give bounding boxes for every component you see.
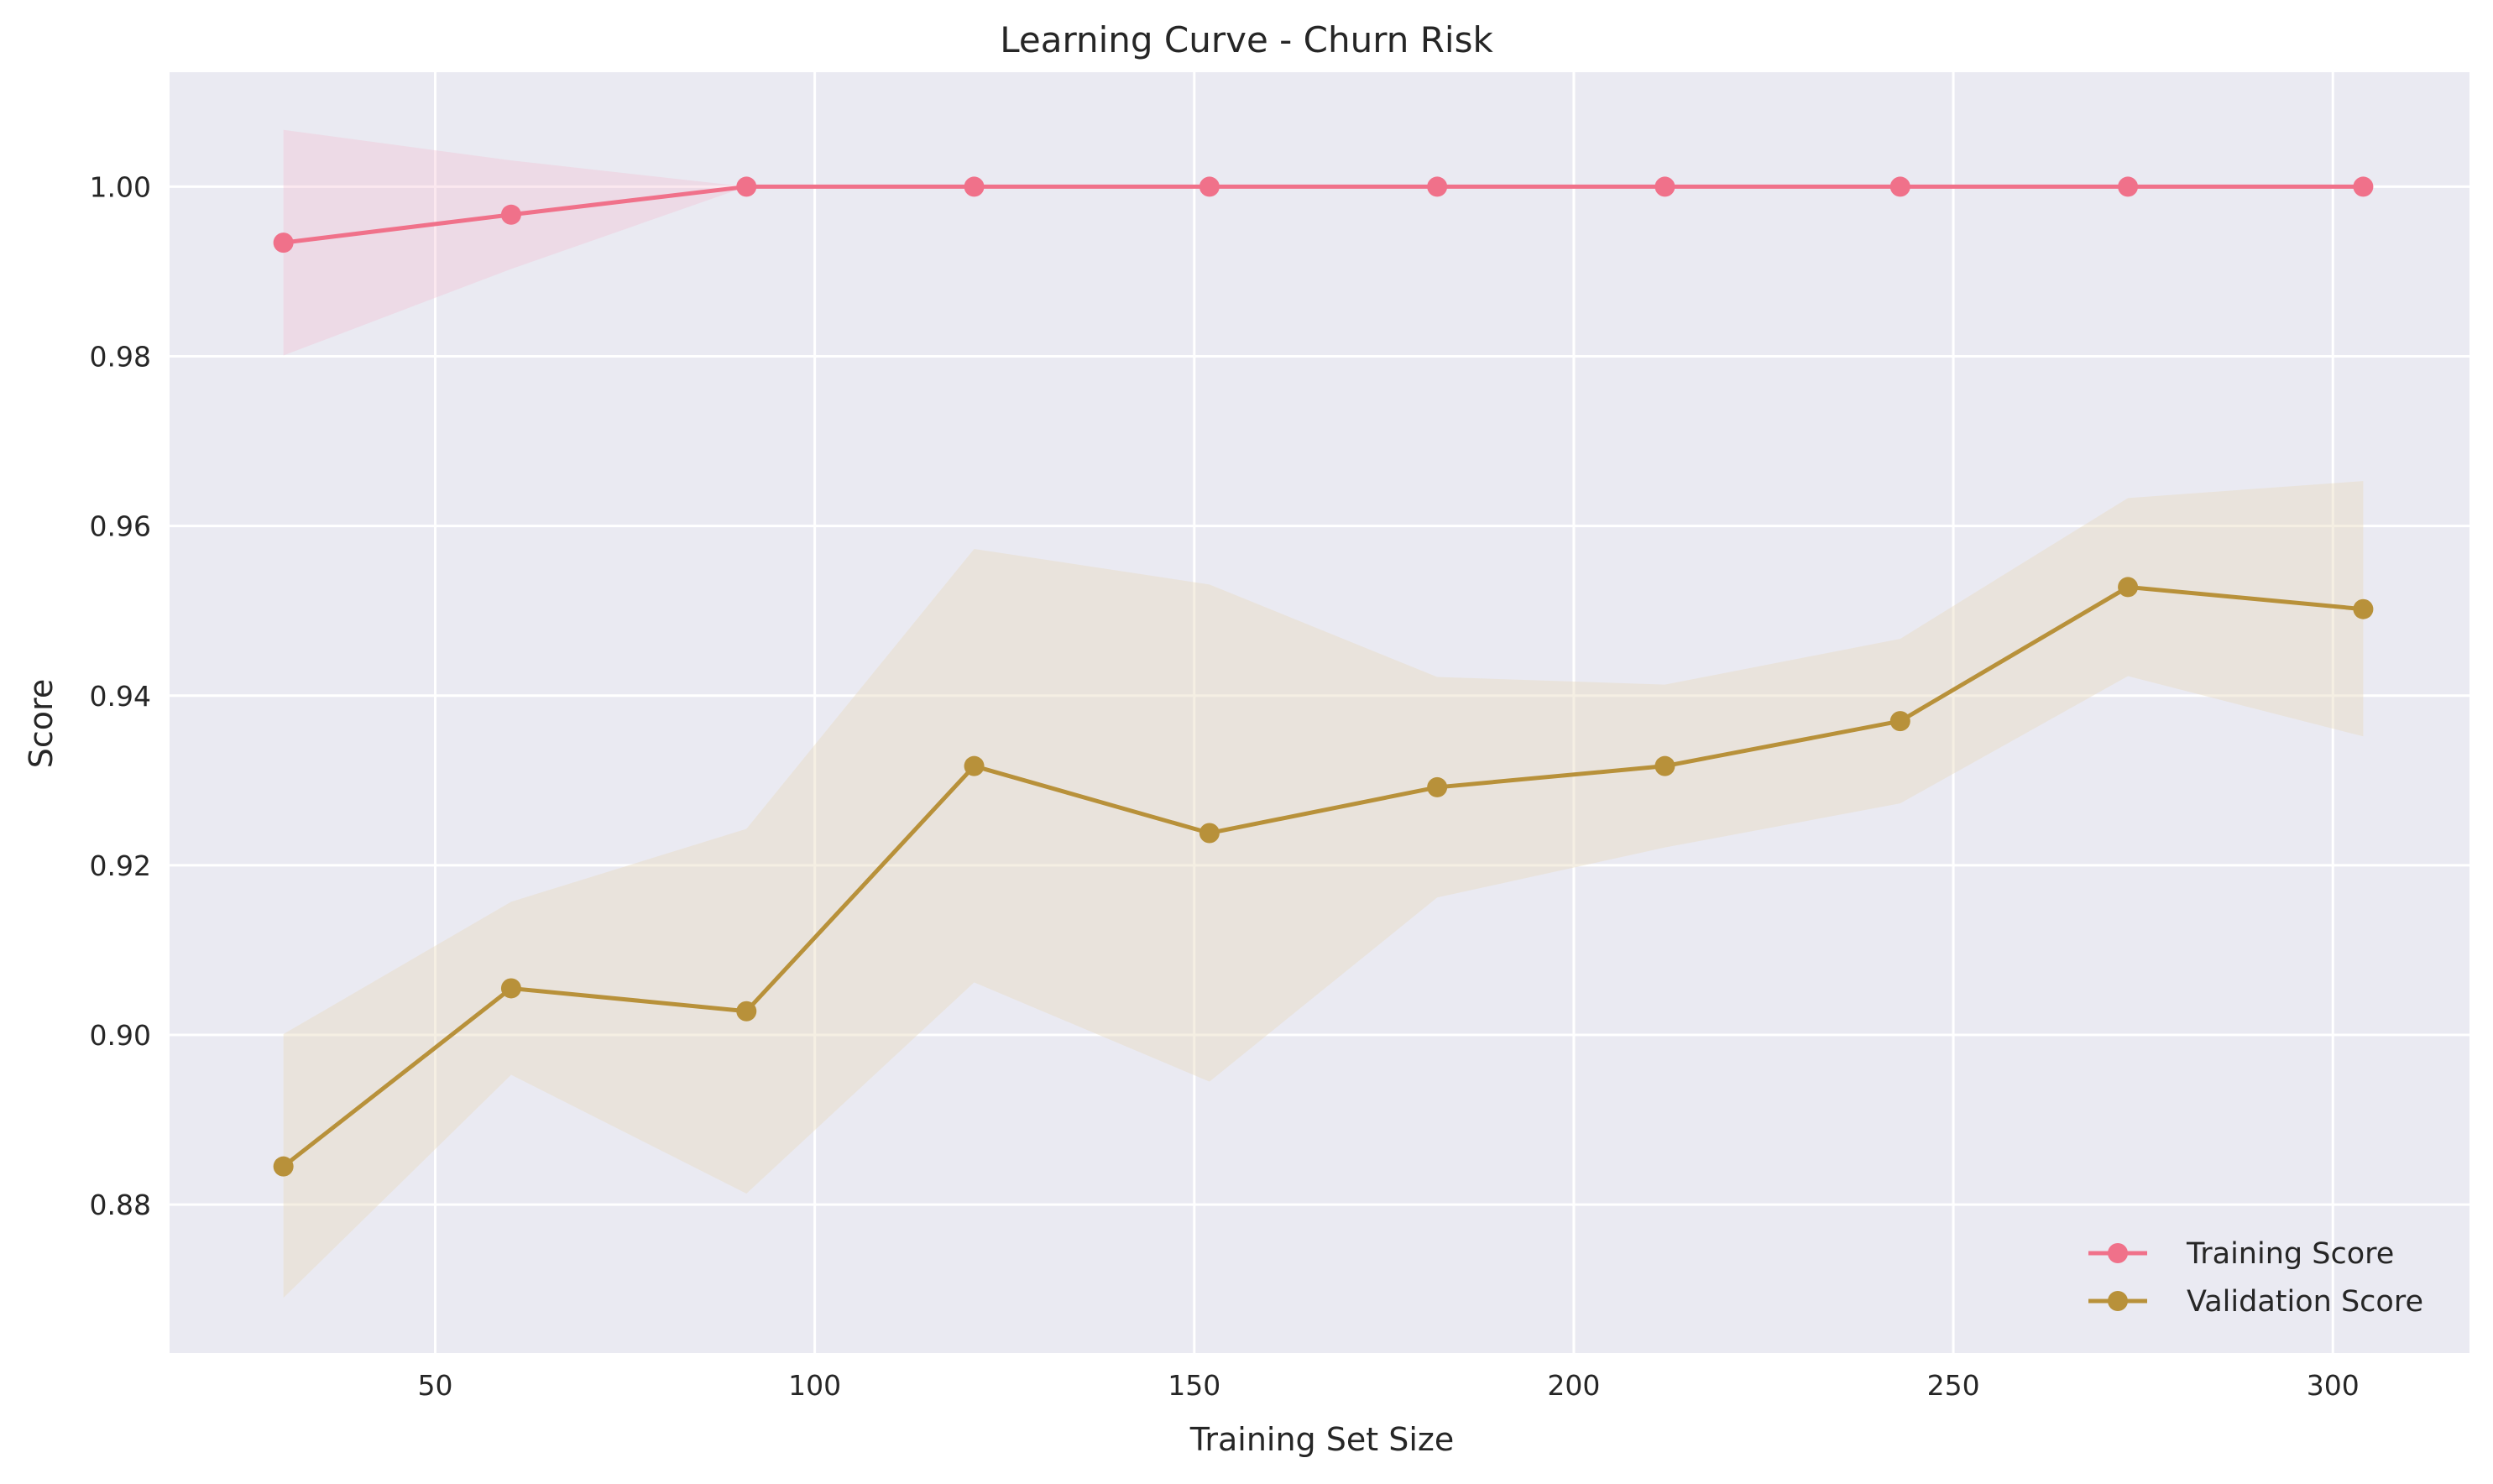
x-tick-label: 150 [1168,1369,1220,1402]
grid-lines [170,72,2469,1353]
y-tick-label: 0.94 [90,680,151,713]
confidence-bands [283,129,2364,1298]
y-tick-label: 0.88 [90,1189,151,1221]
y-tick-label: 0.98 [90,341,151,374]
training-score-point [736,176,757,197]
validation-score-point [2118,577,2139,598]
validation-score-line [282,584,2364,1168]
validation-score-point [736,1001,757,1022]
validation-score-point [1889,711,1910,732]
validation-score-point [1654,755,1675,776]
training-score-point [1654,176,1675,197]
chart-title: Learning Curve - Churn Risk [1000,19,1493,60]
training-score-point [273,233,294,253]
plot-background [170,72,2469,1353]
x-tick-label: 300 [2307,1369,2360,1402]
validation-score-point [1199,823,1220,844]
training-score-point [964,176,985,197]
confidence-band-validation [283,481,2364,1298]
y-tick-label: 0.90 [90,1019,151,1052]
validation-score-point [500,978,521,999]
x-tick-label: 50 [418,1369,453,1402]
x-axis-label: Training Set Size [1189,1421,1455,1458]
y-axis-label: Score [23,679,60,768]
legend: Training Score Validation Score [2088,1237,2423,1319]
validation-score-point [273,1156,294,1177]
training-score-point [1427,176,1448,197]
validation-score-point [964,755,985,776]
x-tick-label: 250 [1927,1369,1980,1402]
legend-label-training: Training Score [2186,1237,2394,1271]
training-score-point [1889,176,1910,197]
validation-score-point [2353,598,2374,619]
legend-marker-training [2108,1243,2128,1263]
y-tick-label: 0.92 [90,849,151,882]
training-score-line [283,184,2364,245]
legend-marker-validation [2108,1291,2128,1311]
y-tick-label: 0.96 [90,510,151,543]
legend-label-validation: Validation Score [2187,1285,2423,1319]
training-score-point [2118,176,2139,197]
x-tick-label: 200 [1547,1369,1600,1402]
x-tick-label: 100 [788,1369,841,1402]
tick-labels: 50 100 150 200 250 300 0.88 0.90 0.92 0.94 0.96 0.9… [90,170,2360,1402]
training-score-point [500,204,521,225]
validation-score-point [1427,776,1448,797]
y-tick-label: 1.00 [90,170,151,203]
training-score-point [1199,176,1220,197]
series-lines [273,176,2374,1177]
training-score-point [2353,176,2374,197]
